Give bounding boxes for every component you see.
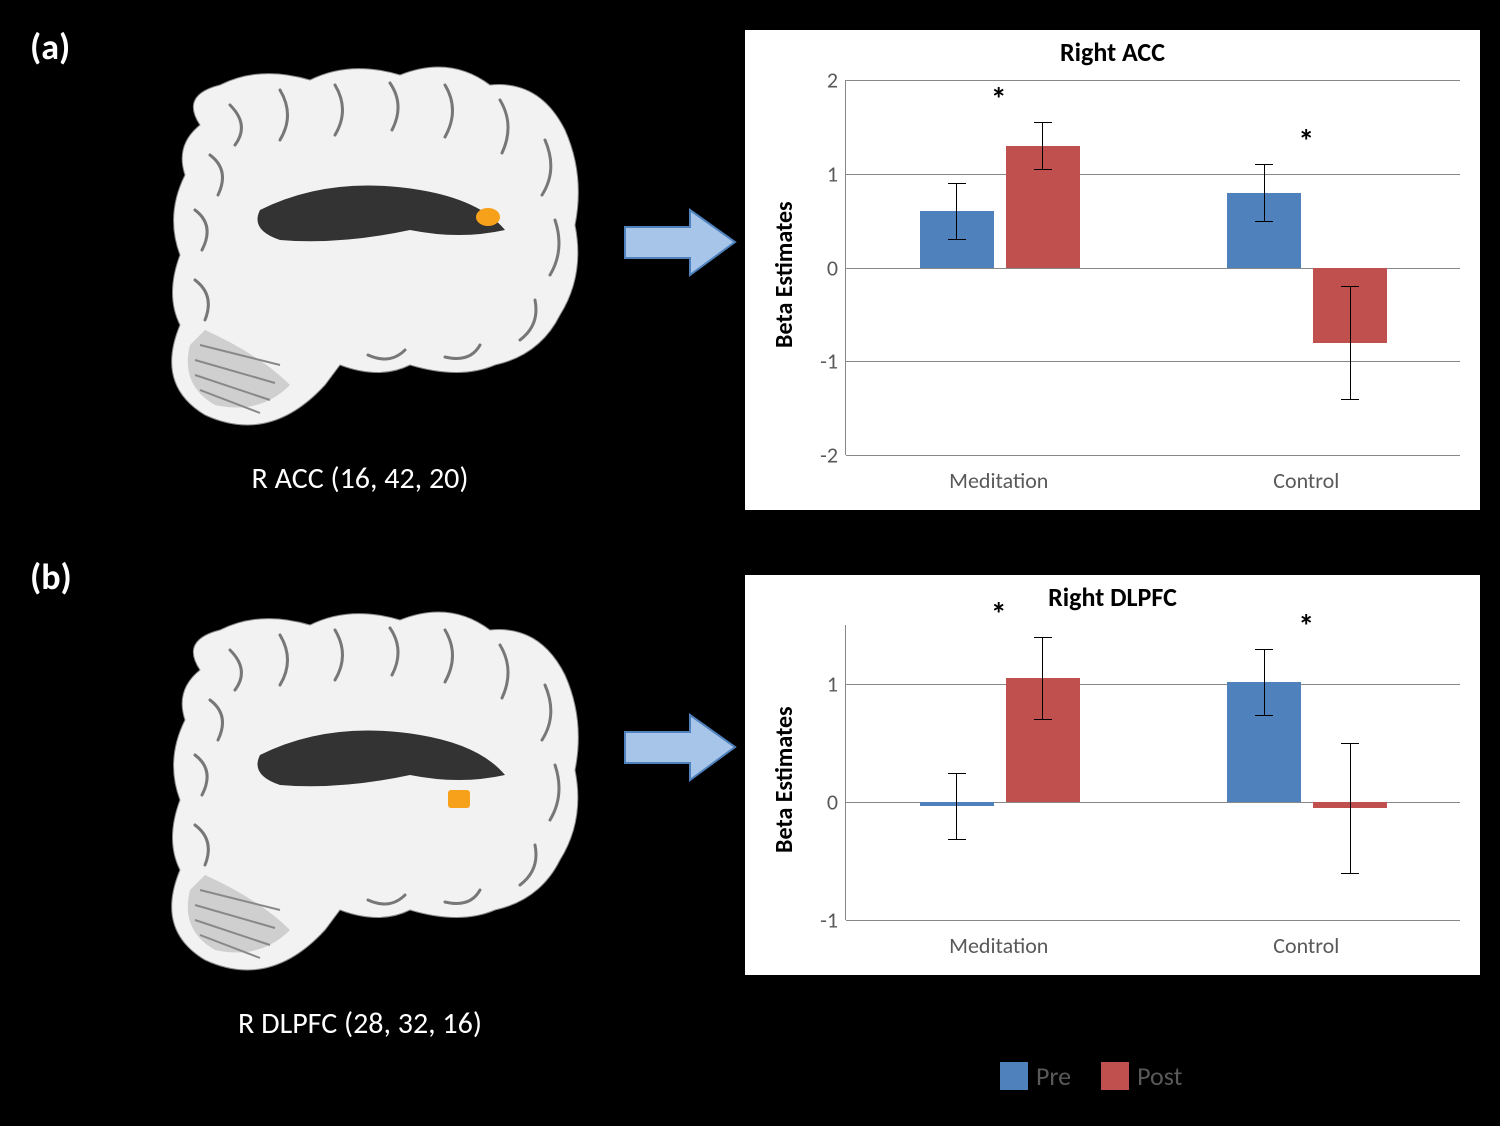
legend-swatch-post (1101, 1062, 1129, 1090)
error-cap (1341, 873, 1359, 874)
error-cap (1341, 743, 1359, 744)
error-bar (1264, 164, 1265, 220)
error-bar (1264, 649, 1265, 715)
brain-b (110, 590, 610, 990)
panel-b: (b) R DLPFC (28, 32, 16) Right DLPFC Beta… (0, 545, 1500, 1090)
ytick-label: 0 (827, 254, 846, 281)
error-cap (1034, 719, 1052, 720)
category-label: Meditation (919, 932, 1079, 959)
chart-a: Right ACCBeta Estimates-2-1012Meditation… (745, 30, 1480, 510)
brain-a-svg (110, 45, 610, 445)
category-label: Control (1226, 932, 1386, 959)
ytick-label: 1 (827, 160, 846, 187)
category-label: Control (1226, 467, 1386, 494)
brain-a-caption: R ACC (16, 42, 20) (110, 460, 610, 497)
error-cap (948, 183, 966, 184)
error-cap (948, 239, 966, 240)
chart-ylabel: Beta Estimates (770, 706, 799, 853)
arrow-right-icon (620, 205, 740, 280)
panel-a: (a) R ACC (16, 42, 20) Right ACC Beta Est… (0, 0, 1500, 545)
error-cap (948, 773, 966, 774)
ytick-label: 1 (827, 671, 846, 698)
arrow-a (620, 205, 740, 280)
gridline (846, 174, 1460, 175)
gridline (846, 684, 1460, 685)
ytick-label: -1 (820, 907, 846, 934)
error-bar (956, 183, 957, 239)
chart-b: Right DLPFCBeta Estimates-101Meditation*… (745, 575, 1480, 975)
error-bar (1350, 743, 1351, 873)
error-cap (1341, 286, 1359, 287)
legend-item-pre: Pre (1000, 1060, 1071, 1092)
ytick-label: -1 (820, 348, 846, 375)
arrow-b (620, 710, 740, 785)
legend: Pre Post (1000, 1060, 1182, 1092)
brain-b-svg (110, 590, 610, 990)
error-cap (1034, 169, 1052, 170)
significance-marker: * (991, 595, 1007, 634)
panel-b-label: (b) (30, 555, 72, 599)
ytick-label: 0 (827, 789, 846, 816)
error-cap (1255, 164, 1273, 165)
gridline (846, 361, 1460, 362)
category-label: Meditation (919, 467, 1079, 494)
plot-area: -2-1012 (845, 80, 1460, 455)
significance-marker: * (1298, 122, 1314, 161)
error-bar (1042, 122, 1043, 169)
error-cap (1034, 122, 1052, 123)
error-cap (1255, 649, 1273, 650)
ytick-label: -2 (820, 442, 846, 469)
legend-item-post: Post (1101, 1060, 1182, 1092)
panel-a-label: (a) (30, 25, 70, 69)
gridline (846, 455, 1460, 456)
ytick-label: 2 (827, 67, 846, 94)
chart-title: Right DLPFC (745, 581, 1480, 613)
error-bar (1042, 637, 1043, 720)
plot-area: -101 (845, 625, 1460, 920)
brain-b-caption: R DLPFC (28, 32, 16) (110, 1005, 610, 1042)
activation-a (476, 208, 500, 226)
chart-title: Right ACC (745, 36, 1480, 68)
error-bar (1350, 286, 1351, 399)
error-cap (1341, 399, 1359, 400)
legend-label-post: Post (1137, 1060, 1182, 1092)
error-cap (1255, 221, 1273, 222)
arrow-right-icon (620, 710, 740, 785)
significance-marker: * (1298, 607, 1314, 646)
error-cap (1255, 715, 1273, 716)
error-cap (948, 839, 966, 840)
error-bar (956, 773, 957, 839)
chart-ylabel: Beta Estimates (770, 201, 799, 348)
error-cap (1034, 637, 1052, 638)
significance-marker: * (991, 80, 1007, 119)
activation-b (448, 790, 470, 808)
gridline (846, 920, 1460, 921)
legend-swatch-pre (1000, 1062, 1028, 1090)
brain-a (110, 45, 610, 445)
gridline (846, 80, 1460, 81)
legend-label-pre: Pre (1036, 1060, 1071, 1092)
